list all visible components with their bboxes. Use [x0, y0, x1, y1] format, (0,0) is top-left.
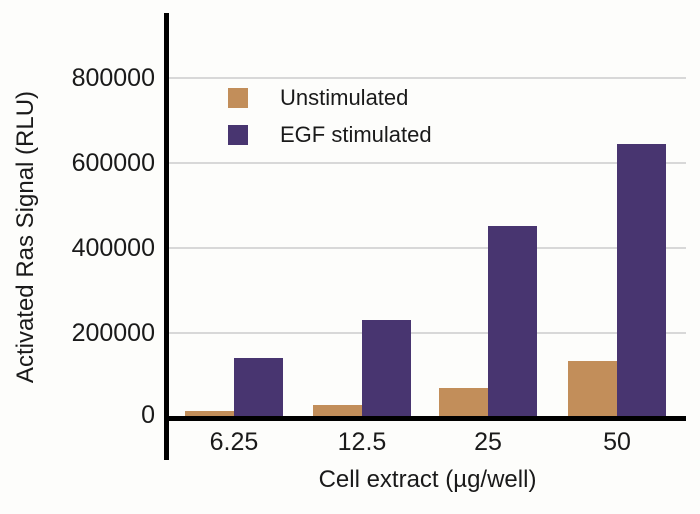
bar-unstimulated-25: [439, 388, 488, 418]
bar-egf-stimulated-25: [488, 225, 537, 418]
gridline: [169, 332, 686, 334]
legend-swatch-unstimulated: [228, 88, 248, 108]
x-tick-label: 50: [603, 428, 631, 456]
bar-egf-stimulated-12.5: [362, 319, 411, 418]
y-tick-label: 200000: [71, 319, 155, 347]
bar-egf-stimulated-50: [617, 143, 666, 418]
legend-label-unstimulated: Unstimulated: [280, 85, 409, 110]
x-tick-label: 25: [474, 428, 502, 456]
bar-egf-stimulated-6.25: [234, 358, 283, 418]
gridline: [169, 162, 686, 164]
x-axis-line: [164, 416, 686, 421]
gridline: [169, 247, 686, 249]
bar-unstimulated-50: [568, 361, 617, 418]
x-tick-label: 6.25: [209, 428, 259, 456]
y-tick-label: 600000: [71, 149, 155, 177]
legend-label-egf-stimulated: EGF stimulated: [280, 122, 432, 147]
x-axis-title: Cell extract (µg/well): [318, 466, 537, 493]
legend-swatch-egf-stimulated: [228, 125, 248, 145]
x-tick-label: 12.5: [337, 428, 387, 456]
bar-unstimulated-6.25: [185, 411, 234, 418]
y-tick-label: 0: [141, 401, 155, 429]
gridline: [169, 77, 686, 79]
y-tick-label: 800000: [71, 64, 155, 92]
y-tick-label: 400000: [71, 234, 155, 262]
bar-unstimulated-12.5: [313, 405, 362, 418]
y-axis-line: [164, 13, 169, 460]
